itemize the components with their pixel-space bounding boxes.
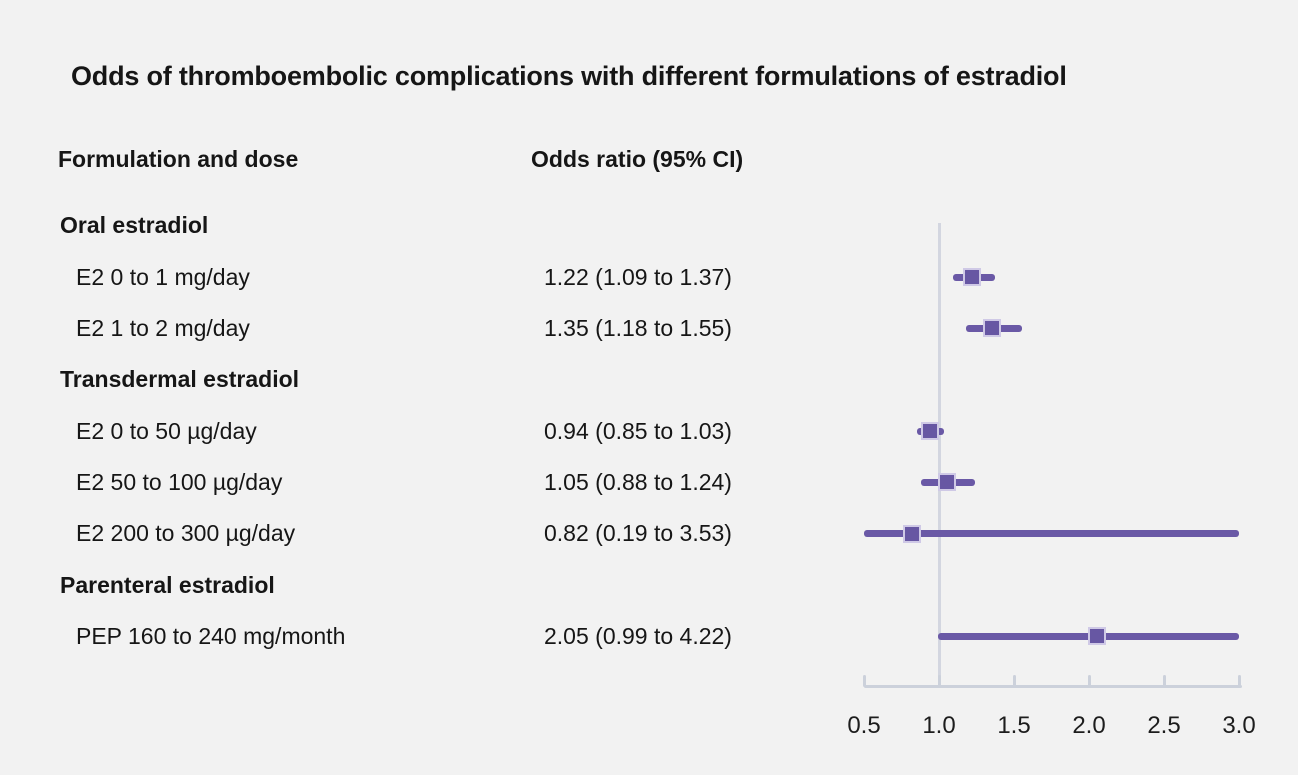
axis-tick bbox=[1087, 675, 1091, 687]
axis-tick bbox=[937, 675, 941, 687]
group-row: Parenteral estradiol bbox=[0, 559, 840, 610]
confidence-interval-line bbox=[864, 530, 1239, 538]
column-header-formulation: Formulation and dose bbox=[58, 146, 299, 172]
odds-ratio-value: 1.35 (1.18 to 1.55) bbox=[544, 314, 732, 341]
axis-tick bbox=[1237, 675, 1241, 687]
odds-ratio-value: 1.05 (0.88 to 1.24) bbox=[544, 468, 732, 495]
table-row: E2 0 to 50 µg/day 0.94 (0.85 to 1.03) bbox=[0, 405, 840, 456]
confidence-interval-line bbox=[916, 427, 944, 435]
x-axis-line bbox=[864, 685, 1242, 688]
table-row: E2 50 to 100 µg/day 1.05 (0.88 to 1.24) bbox=[0, 457, 840, 508]
odds-ratio-value: 1.22 (1.09 to 1.37) bbox=[544, 263, 732, 290]
point-estimate-marker bbox=[1087, 627, 1106, 646]
row-label: Parenteral estradiol bbox=[60, 571, 275, 598]
axis-tick-label: 1.0 bbox=[922, 712, 956, 739]
point-estimate-marker bbox=[903, 524, 921, 543]
odds-ratio-value: 2.05 (0.99 to 4.22) bbox=[544, 622, 732, 649]
axis-tick-label: 2.5 bbox=[1147, 712, 1181, 739]
axis-tick bbox=[1012, 675, 1016, 687]
confidence-interval-line bbox=[966, 324, 1022, 332]
axis-tick-label: 2.0 bbox=[1072, 712, 1106, 739]
point-estimate-marker bbox=[937, 473, 956, 492]
group-row: Oral estradiol bbox=[0, 200, 840, 251]
axis-tick-label: 0.5 bbox=[847, 712, 881, 739]
table-row: PEP 160 to 240 mg/month 2.05 (0.99 to 4.2… bbox=[0, 611, 840, 662]
table-row: E2 1 to 2 mg/day 1.35 (1.18 to 1.55) bbox=[0, 303, 840, 354]
odds-ratio-value: 0.82 (0.19 to 3.53) bbox=[544, 520, 732, 547]
confidence-interval-line bbox=[937, 632, 1239, 640]
point-estimate-marker bbox=[963, 268, 981, 287]
group-row: Transdermal estradiol bbox=[0, 354, 840, 405]
column-header-odds-ratio: Odds ratio (95% CI) bbox=[531, 146, 744, 172]
row-label: Transdermal estradiol bbox=[60, 366, 300, 393]
point-estimate-marker bbox=[982, 319, 1001, 338]
row-label: Oral estradiol bbox=[60, 212, 209, 239]
row-label: PEP 160 to 240 mg/month bbox=[76, 622, 346, 649]
axis-tick-label: 3.0 bbox=[1222, 712, 1256, 739]
row-label: E2 0 to 1 mg/day bbox=[76, 263, 250, 290]
confidence-interval-line bbox=[952, 273, 995, 281]
row-label: E2 1 to 2 mg/day bbox=[76, 314, 250, 341]
point-estimate-marker bbox=[921, 422, 939, 441]
table-row: E2 0 to 1 mg/day 1.22 (1.09 to 1.37) bbox=[0, 251, 840, 302]
figure-title: Odds of thromboembolic complications wit… bbox=[71, 61, 1067, 91]
axis-tick-label: 1.5 bbox=[997, 712, 1031, 739]
reference-line bbox=[937, 223, 941, 688]
odds-ratio-value: 0.94 (0.85 to 1.03) bbox=[544, 417, 732, 444]
row-label: E2 50 to 100 µg/day bbox=[76, 468, 283, 495]
axis-tick bbox=[862, 675, 866, 687]
axis-tick bbox=[1162, 675, 1166, 687]
table-row: E2 200 to 300 µg/day 0.82 (0.19 to 3.53) bbox=[0, 508, 840, 559]
row-label: E2 0 to 50 µg/day bbox=[76, 417, 257, 444]
row-label: E2 200 to 300 µg/day bbox=[76, 520, 296, 547]
confidence-interval-line bbox=[921, 478, 975, 486]
